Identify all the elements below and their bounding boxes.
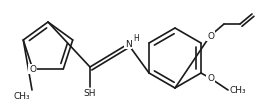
Text: SH: SH bbox=[84, 89, 96, 98]
Text: N: N bbox=[125, 40, 131, 49]
Text: O: O bbox=[29, 64, 36, 73]
Text: CH₃: CH₃ bbox=[13, 92, 30, 101]
Text: CH₃: CH₃ bbox=[230, 85, 247, 94]
Text: O: O bbox=[207, 32, 214, 41]
Text: H: H bbox=[133, 34, 139, 43]
Text: O: O bbox=[207, 73, 214, 82]
